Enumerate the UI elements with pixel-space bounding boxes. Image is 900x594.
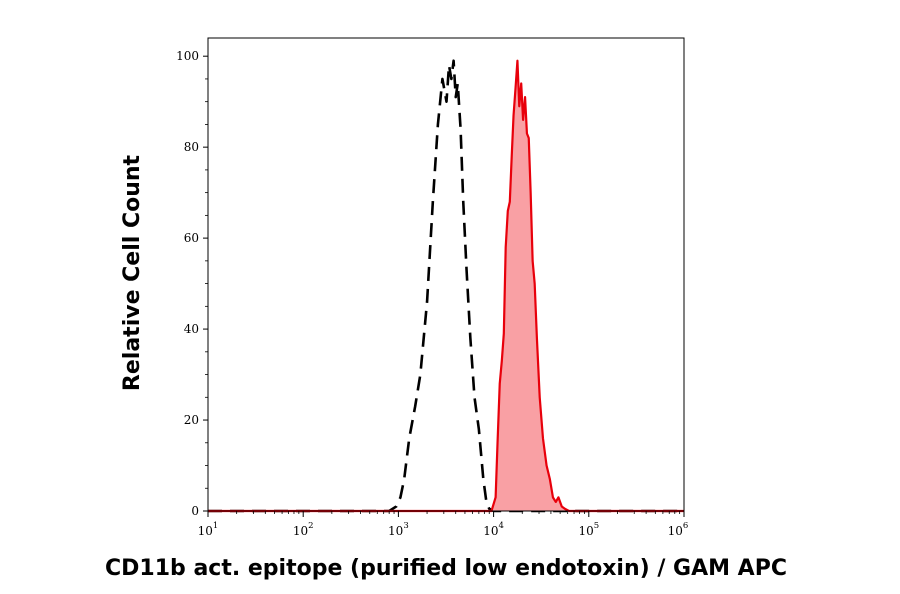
series-fill-1	[208, 60, 684, 512]
y-tick-label-4: 80	[184, 140, 199, 154]
x-tick-label-5: 106	[668, 521, 689, 538]
x-tick-exp-0: 1	[213, 521, 218, 531]
y-tick-label-2: 40	[184, 322, 199, 336]
x-tick-label-4: 105	[578, 521, 599, 538]
x-tick-base-0: 10	[198, 524, 213, 538]
y-axis-title: Relative Cell Count	[120, 154, 145, 391]
x-tick-base-1: 10	[293, 524, 308, 538]
x-tick-base-2: 10	[388, 524, 403, 538]
series-layer	[208, 59, 684, 513]
x-tick-exp-3: 4	[499, 521, 504, 531]
series-line-0	[208, 59, 684, 513]
x-tick-exp-2: 3	[403, 521, 408, 531]
x-tick-label-1: 102	[293, 521, 314, 538]
x-tick-exp-5: 6	[683, 521, 688, 531]
y-tick-label-5: 100	[176, 49, 199, 63]
x-tick-exp-4: 5	[594, 521, 599, 531]
x-tick-exp-1: 2	[308, 521, 313, 531]
x-tick-base-5: 10	[668, 524, 683, 538]
y-tick-label-0: 0	[191, 504, 199, 518]
y-tick-label-1: 20	[184, 413, 199, 427]
x-tick-label-0: 101	[198, 521, 219, 538]
x-tick-label-2: 103	[388, 521, 409, 538]
x-axis-title: CD11b act. epitope (purified low endotox…	[105, 556, 787, 581]
x-tick-label-3: 104	[483, 521, 504, 538]
y-tick-label-3: 60	[184, 231, 199, 245]
x-tick-base-3: 10	[483, 524, 498, 538]
series-line-1	[208, 59, 684, 513]
plot-frame	[207, 37, 685, 512]
x-tick-base-4: 10	[578, 524, 593, 538]
